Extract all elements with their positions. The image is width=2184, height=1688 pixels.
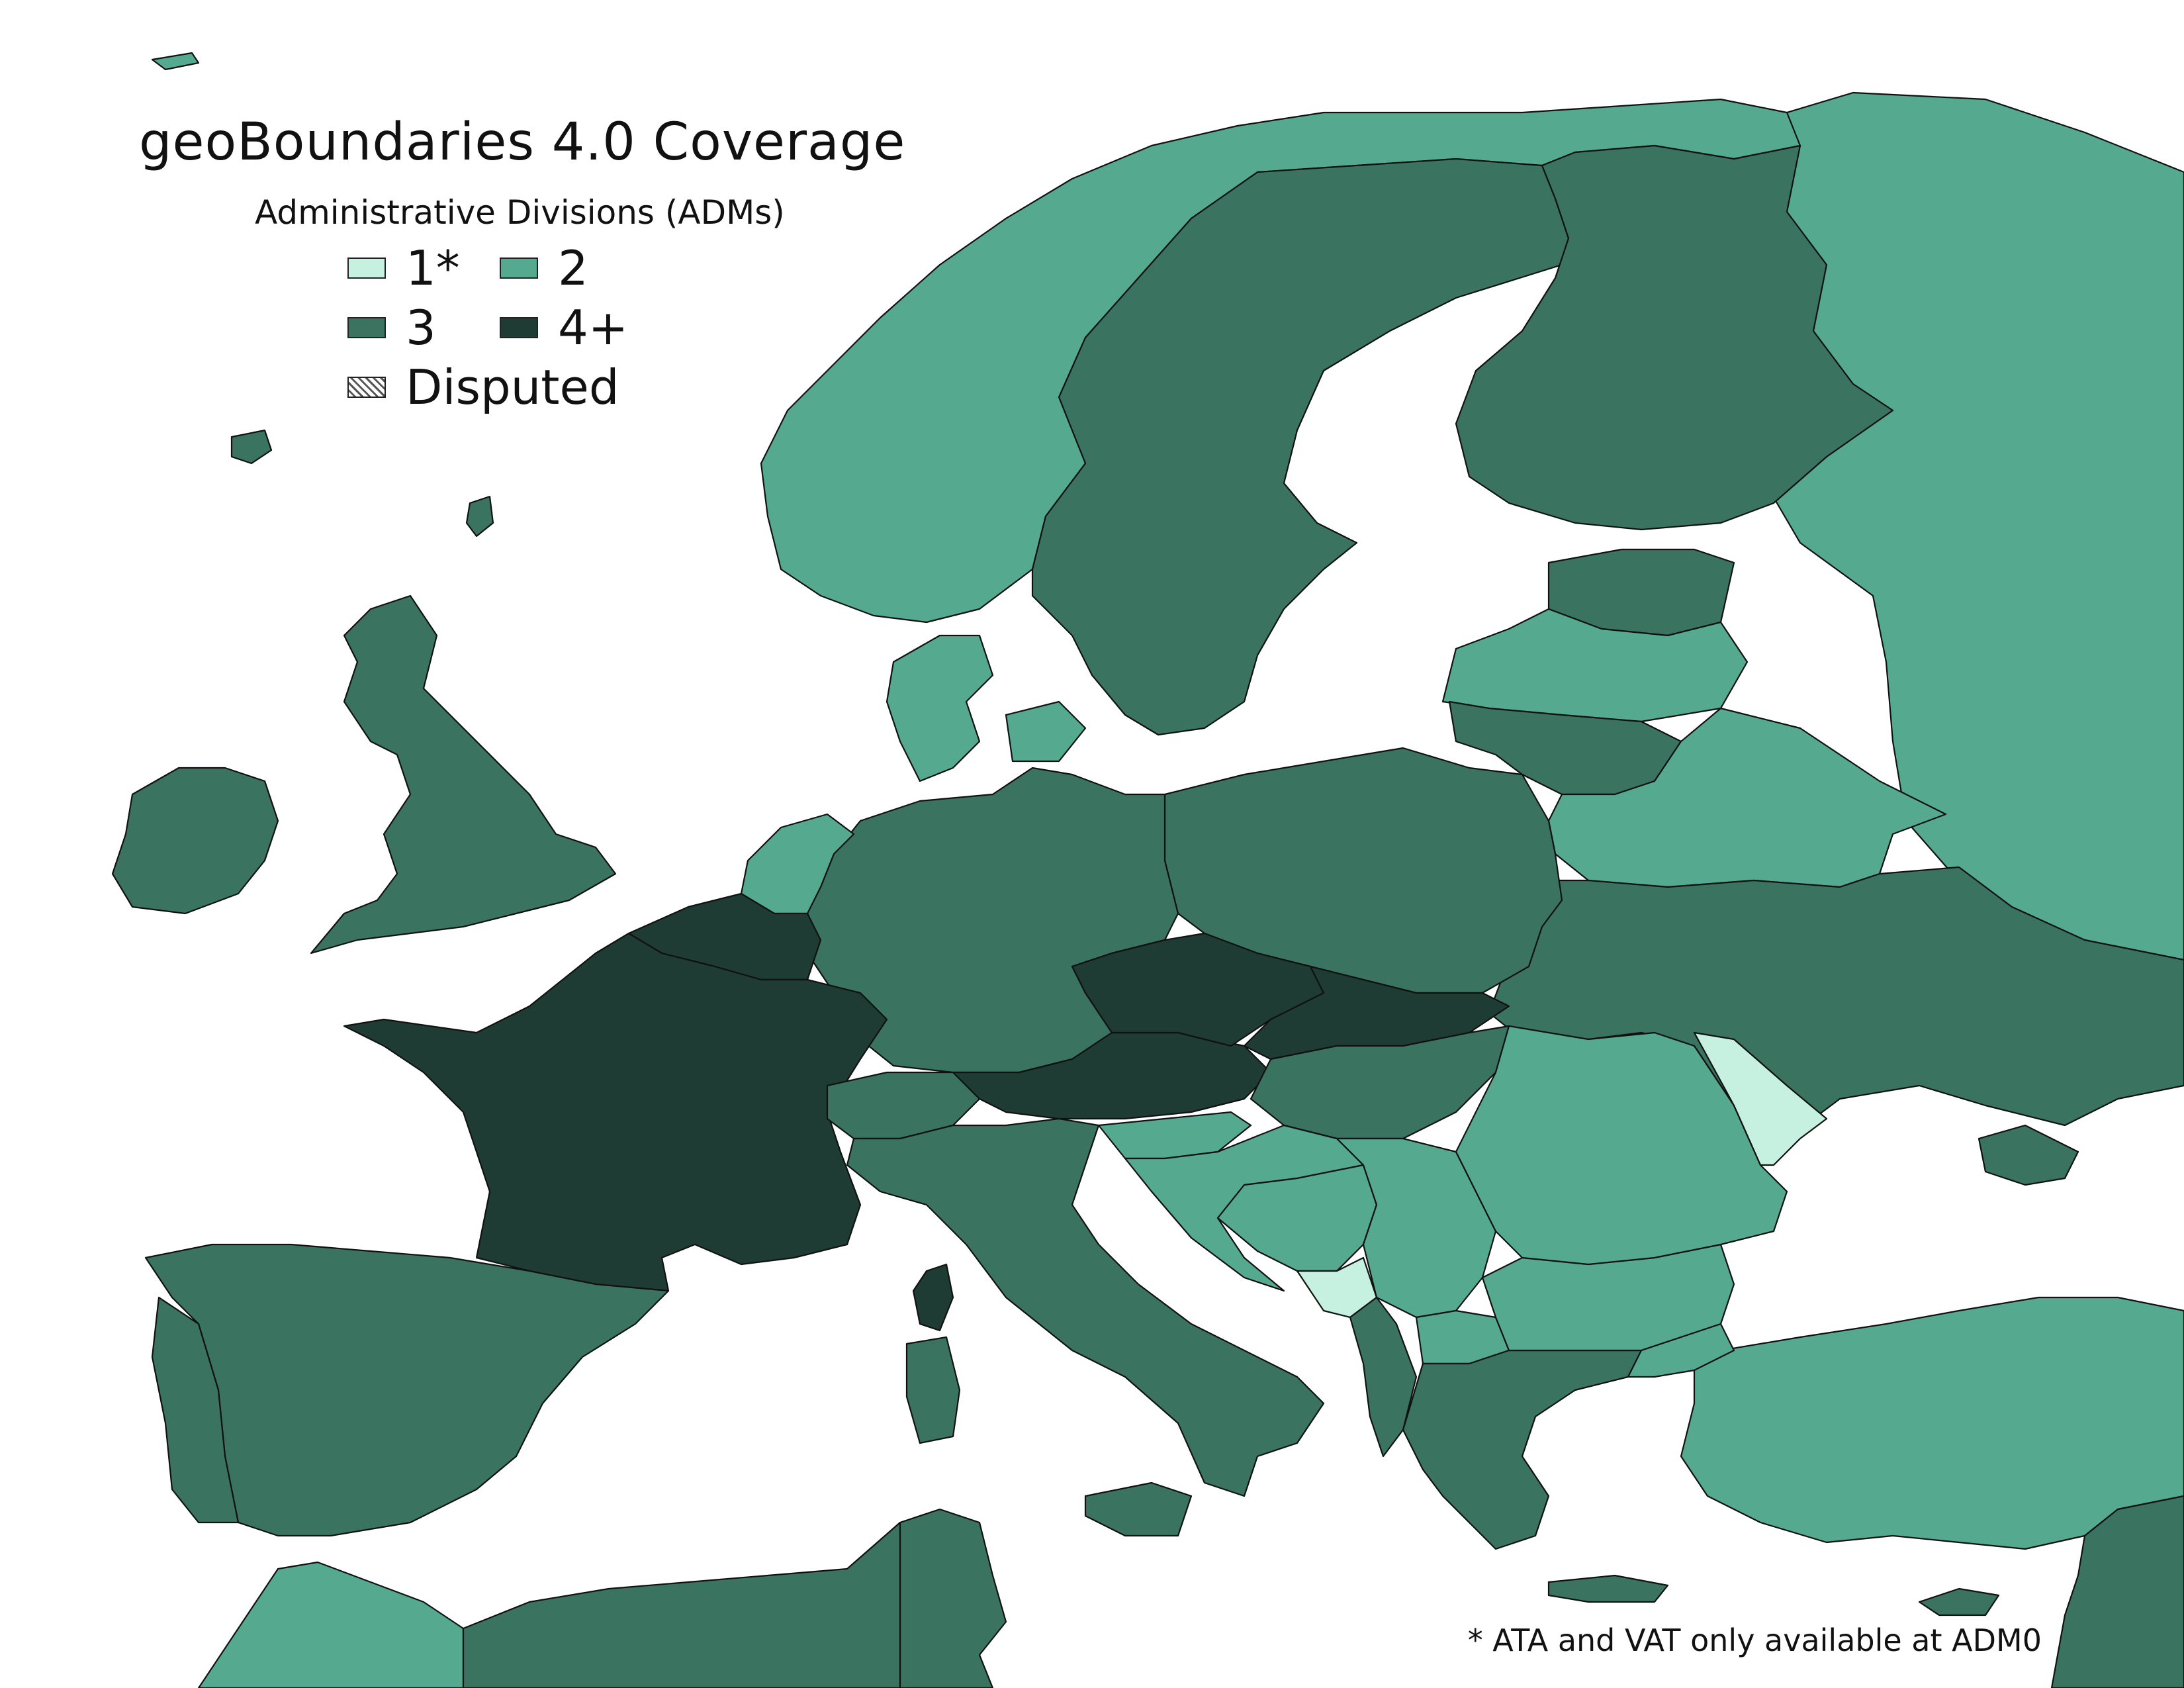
legend-item-adm4: 4+	[500, 300, 652, 355]
map-title: geoBoundaries 4.0 Coverage	[139, 113, 906, 172]
region-turkey-thrace	[1627, 1323, 1735, 1378]
region-crimea	[1978, 1124, 2079, 1186]
legend-swatch-disputed	[347, 377, 386, 398]
legend-label-adm4: 4+	[558, 300, 629, 355]
region-hungary	[1250, 1025, 1510, 1140]
legend-label-adm2: 2	[558, 240, 588, 296]
region-corsica	[912, 1263, 954, 1332]
legend-item-adm3: 3	[347, 300, 500, 355]
region-portugal	[151, 1296, 240, 1524]
legend-heading: Administrative Divisions (ADMs)	[255, 193, 785, 232]
legend-swatch-adm1	[347, 258, 386, 279]
legend-row-1: 1* 2	[347, 238, 652, 298]
legend-label-disputed: Disputed	[406, 359, 619, 415]
legend: 1* 2 3 4+ Disputed	[347, 238, 652, 417]
legend-swatch-adm2	[500, 258, 538, 279]
legend-row-2: 3 4+	[347, 298, 652, 357]
region-faroe	[230, 429, 273, 465]
legend-swatch-adm3	[347, 317, 386, 338]
footnote: * ATA and VAT only available at ADM0	[1467, 1622, 2042, 1658]
legend-row-3: Disputed	[347, 357, 652, 417]
region-sweden	[1031, 158, 1570, 736]
region-greece	[1402, 1349, 1643, 1550]
region-denmark-islands	[1005, 700, 1087, 763]
region-moldova	[1693, 1031, 1828, 1166]
region-svalbard-tip	[151, 52, 200, 71]
region-romania	[1455, 1025, 1788, 1266]
region-finland	[1455, 144, 1894, 531]
region-belarus	[1547, 707, 1947, 888]
legend-item-adm2: 2	[500, 240, 652, 296]
region-shetland	[465, 495, 494, 538]
region-cyprus	[1918, 1587, 2000, 1617]
region-france	[343, 932, 888, 1292]
legend-label-adm1: 1*	[406, 240, 460, 296]
legend-item-disputed: Disputed	[347, 359, 619, 415]
region-ireland	[111, 767, 279, 915]
legend-swatch-adm4	[500, 317, 538, 338]
legend-item-adm1: 1*	[347, 240, 500, 296]
region-italy	[846, 1117, 1325, 1497]
region-sicily	[1084, 1481, 1193, 1537]
region-algeria	[462, 1521, 901, 1688]
region-morocco	[197, 1561, 465, 1688]
legend-label-adm3: 3	[406, 300, 436, 355]
region-tunisia	[899, 1508, 1007, 1688]
region-denmark	[886, 634, 994, 782]
region-syria	[2050, 1495, 2184, 1688]
region-sardinia	[905, 1336, 961, 1444]
region-crete	[1547, 1574, 1669, 1603]
region-turkey	[1680, 1296, 2184, 1550]
region-united-kingdom	[310, 594, 617, 955]
